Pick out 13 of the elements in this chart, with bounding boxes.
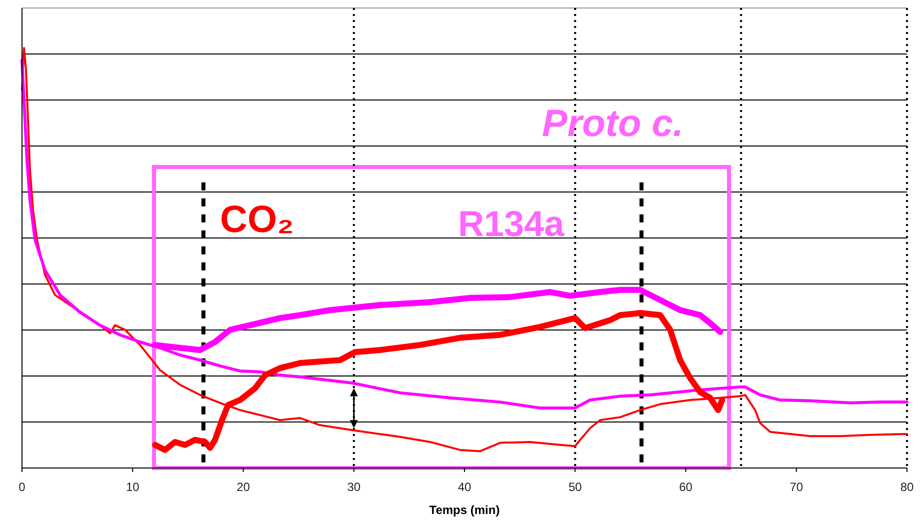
- x-tick-label: 10: [126, 480, 140, 494]
- x-tick-label: 20: [236, 480, 250, 494]
- annotation: Proto c.: [542, 103, 684, 145]
- annotation: R134a: [458, 203, 566, 244]
- x-tick-label: 70: [790, 480, 804, 494]
- x-tick-label: 50: [568, 480, 582, 494]
- x-tick-label: 80: [900, 480, 914, 494]
- x-axis-title: Temps (min): [429, 503, 500, 517]
- x-tick-label: 40: [458, 480, 472, 494]
- x-tick-label: 60: [679, 480, 693, 494]
- annotation: CO₂: [220, 199, 294, 241]
- x-tick-label: 0: [18, 480, 26, 494]
- x-tick-label: 30: [347, 480, 361, 494]
